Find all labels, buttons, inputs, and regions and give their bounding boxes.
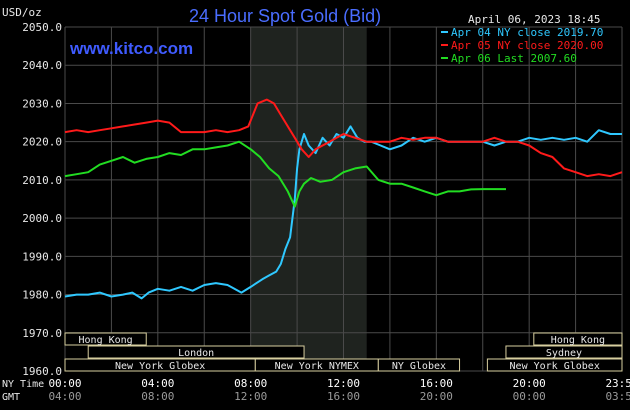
y-tick-label: 1970.0 xyxy=(22,327,62,340)
y-tick-label: 1960.0 xyxy=(22,365,62,378)
session-bar xyxy=(533,332,623,346)
grid-lines xyxy=(64,26,623,372)
x-tick-label-ny: 23:59 xyxy=(605,377,630,390)
x-tick-label-gmt: 08:00 xyxy=(141,390,174,403)
gmt-label: GMT xyxy=(2,392,20,403)
y-tick-label: 2000.0 xyxy=(22,212,62,225)
x-tick-label-ny: 04:00 xyxy=(141,377,174,390)
x-tick-label-ny: 08:00 xyxy=(234,377,267,390)
session-bar xyxy=(486,358,623,372)
ny-time-label: NY Time xyxy=(2,379,44,390)
session-label: Hong Kong xyxy=(79,335,133,346)
session-label: New York Globex xyxy=(115,361,205,372)
session-label: New York Globex xyxy=(510,361,600,372)
x-tick-label-gmt: 16:00 xyxy=(327,390,360,403)
session-bar xyxy=(87,345,305,359)
x-tick-label-ny: 16:00 xyxy=(420,377,453,390)
session-label: London xyxy=(178,348,214,359)
y-tick-label: 1980.0 xyxy=(22,289,62,302)
chart-title: 24 Hour Spot Gold (Bid) xyxy=(189,6,381,26)
x-tick-label-gmt: 00:00 xyxy=(513,390,546,403)
session-label: Sydney xyxy=(546,348,582,359)
x-tick-label-ny: 20:00 xyxy=(513,377,546,390)
session-bar xyxy=(64,332,147,346)
session-label: NY Globex xyxy=(392,361,446,372)
y-tick-label: 1990.0 xyxy=(22,250,62,263)
series-line-1 xyxy=(64,98,623,178)
shaded-session-region xyxy=(250,27,367,371)
legend-item: Apr 05 NY close 2020.00 xyxy=(451,39,603,52)
session-bar xyxy=(377,358,461,372)
market-session-bars: Hong Kong London New York Globex New York N… xyxy=(64,332,623,372)
x-tick-label-gmt: 20:00 xyxy=(420,390,453,403)
session-bar xyxy=(505,345,623,359)
series-line-2 xyxy=(64,140,506,208)
session-label: Hong Kong xyxy=(551,335,605,346)
price-series xyxy=(64,98,623,300)
y-tick-label: 2040.0 xyxy=(22,59,62,72)
y-tick-label: 2020.0 xyxy=(22,136,62,149)
y-tick-label: 2030.0 xyxy=(22,97,62,110)
session-label: New York NYMEX xyxy=(275,361,359,372)
x-axis-ticks: 00:0004:0008:0012:0016:0020:0023:5904:00… xyxy=(48,377,630,403)
x-tick-label-ny: 12:00 xyxy=(327,377,360,390)
x-tick-label-gmt: 12:00 xyxy=(234,390,267,403)
x-tick-label-ny: 00:00 xyxy=(48,377,81,390)
legend-item: Apr 06 Last 2007.60 xyxy=(451,52,577,65)
x-tick-label-gmt: 03:59 xyxy=(605,390,630,403)
y-tick-label: 2050.0 xyxy=(22,21,62,34)
x-tick-label-gmt: 04:00 xyxy=(48,390,81,403)
timestamp: April 06, 2023 18:45 xyxy=(468,13,600,26)
y-axis-unit-label: USD/oz xyxy=(2,6,42,19)
legend-item: Apr 04 NY close 2019.70 xyxy=(451,26,603,39)
y-axis-ticks: 1960.0 1970.0 1980.0 1990.0 2000.0 2010.0 2020… xyxy=(22,21,62,378)
brand-url[interactable]: www.kitco.com xyxy=(69,39,193,58)
y-tick-label: 2010.0 xyxy=(22,174,62,187)
